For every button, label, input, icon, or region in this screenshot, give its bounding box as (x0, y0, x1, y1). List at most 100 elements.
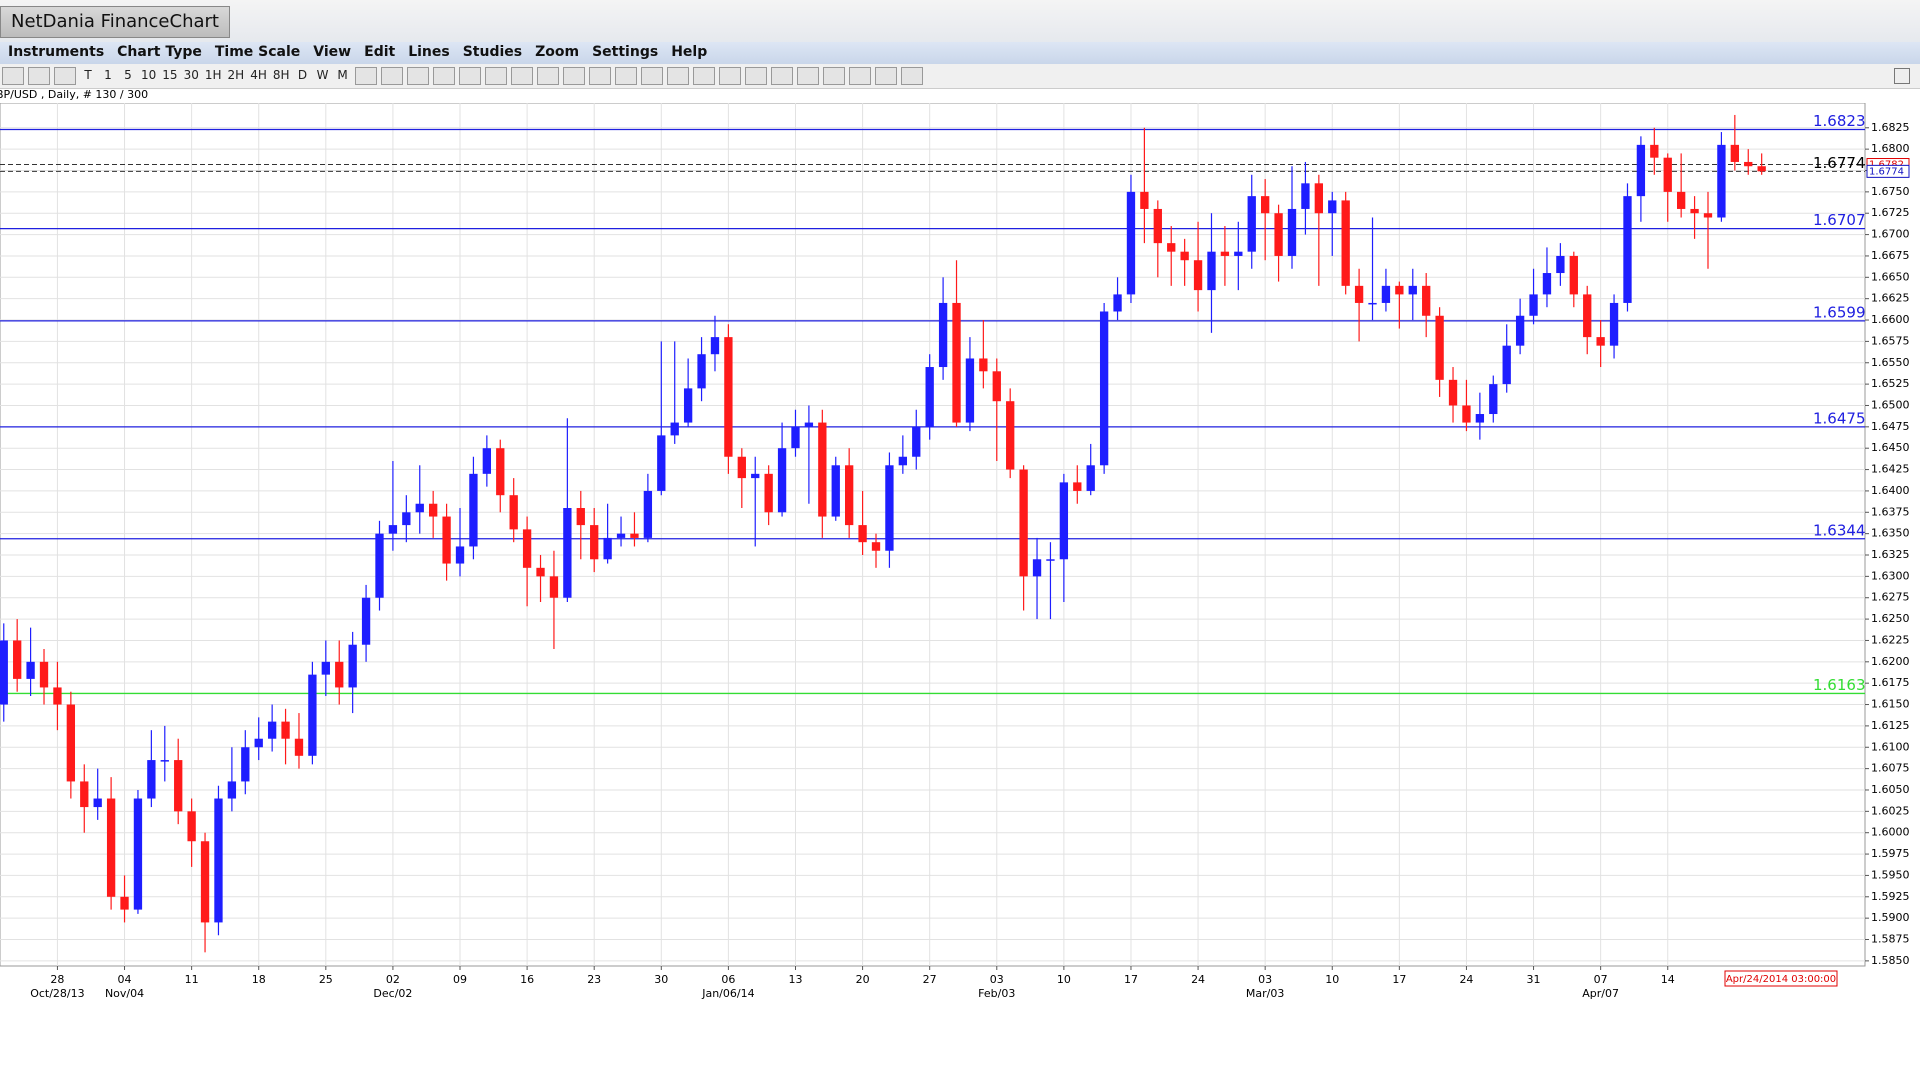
menu-item[interactable]: Time Scale (214, 44, 301, 60)
menu-item[interactable]: Lines (408, 44, 450, 60)
y-tick-label: 1.6375 (1871, 505, 1910, 518)
menu-bar: Instruments Chart Type Time Scale View Edit L… (0, 42, 1920, 64)
y-tick-label: 1.6475 (1871, 420, 1910, 433)
candle-body (1663, 157, 1672, 192)
candle-body (321, 661, 330, 675)
tool-icon[interactable] (484, 66, 507, 85)
tool-icon[interactable] (510, 66, 533, 85)
candle-body (1556, 255, 1565, 274)
candle-body (522, 529, 532, 568)
candle-body (1690, 208, 1699, 214)
candle-body (200, 841, 210, 923)
candle-body (764, 473, 773, 513)
tool-icon[interactable] (28, 66, 50, 85)
toolbar-button[interactable]: 15 (162, 68, 178, 82)
x-tick-label: 27 (923, 973, 937, 986)
tool-icon[interactable] (848, 66, 871, 85)
support-label: 1.6599 (1813, 303, 1866, 321)
tool-icon[interactable] (562, 66, 585, 85)
tool-icon[interactable] (900, 66, 923, 85)
menu-item[interactable]: View (313, 44, 352, 60)
candle-body (657, 435, 666, 491)
tool-icon[interactable] (614, 66, 637, 85)
candle-body (1207, 251, 1216, 291)
menu-item[interactable]: Edit (364, 44, 396, 60)
candle-body (442, 516, 451, 564)
toolbar-button[interactable]: 10 (141, 68, 157, 82)
candle-body (992, 371, 1001, 402)
toolbar-button[interactable]: 30 (183, 68, 199, 82)
candle-body (576, 508, 585, 526)
tool-icon[interactable] (588, 66, 611, 85)
candle-body (106, 798, 116, 897)
candle-body (1462, 405, 1471, 423)
cursor-date: Apr/24/2014 03:00:00 (1726, 974, 1836, 985)
candle-body (1435, 315, 1444, 380)
x-tick-label: 11 (185, 973, 199, 986)
tool-icon[interactable] (458, 66, 481, 85)
tool-icon[interactable] (536, 66, 559, 85)
tool-icon[interactable] (2, 66, 24, 85)
candle-body (1126, 191, 1136, 295)
toolbar-button[interactable]: 4H (250, 68, 267, 82)
candle-body (509, 495, 518, 530)
candle-body (1529, 294, 1538, 316)
candle-body (335, 661, 344, 688)
tool-icon[interactable] (406, 66, 429, 85)
tool-icon[interactable] (796, 66, 819, 85)
toolbar-button[interactable]: 1 (104, 68, 112, 82)
candle-body (965, 358, 975, 423)
toolbar-button[interactable]: 1H (204, 68, 222, 82)
x-tick-label: 10 (1325, 973, 1339, 986)
menu-item[interactable]: Studies (462, 44, 523, 60)
candle-body (375, 533, 384, 598)
menu-item[interactable]: Help (671, 44, 708, 60)
corner-button[interactable] (1894, 68, 1910, 84)
toolbar-button[interactable]: 5 (124, 68, 132, 82)
tool-icon[interactable] (640, 66, 663, 85)
candle-body (818, 422, 827, 517)
candle-body (590, 525, 599, 560)
tool-icon[interactable] (718, 66, 741, 85)
toolbar: T 1 5 10 15 30 1H 2H 4H 8H D W M (0, 64, 1920, 89)
tool-icon[interactable] (432, 66, 455, 85)
tool-icon[interactable] (54, 66, 76, 85)
tool-icon[interactable] (744, 66, 767, 85)
candle-body (1019, 469, 1028, 577)
toolbar-button[interactable]: W (316, 68, 329, 82)
y-tick-label: 1.6325 (1871, 548, 1910, 561)
tool-icon[interactable] (692, 66, 715, 85)
tool-icon[interactable] (822, 66, 845, 85)
tool-icon[interactable] (874, 66, 897, 85)
tool-icon[interactable] (770, 66, 793, 85)
candle-body (1287, 208, 1297, 256)
y-tick-label: 1.6575 (1871, 334, 1910, 347)
toolbar-button[interactable]: D (297, 68, 308, 82)
toolbar-button[interactable]: 2H (227, 68, 245, 82)
candle-body (1032, 559, 1042, 577)
menu-item[interactable]: Chart Type (117, 44, 202, 60)
candle-body (670, 422, 679, 436)
candle-body (630, 533, 639, 538)
toolbar-button[interactable]: 8H (272, 68, 290, 82)
candle-body (643, 490, 653, 538)
candle-body (912, 426, 921, 457)
x-tick-label: 30 (654, 973, 668, 986)
candle-body (482, 448, 492, 474)
tool-icon[interactable] (380, 66, 403, 85)
tool-icon[interactable] (354, 66, 377, 85)
candle-body (174, 760, 183, 812)
y-tick-label: 1.6650 (1871, 270, 1910, 283)
menu-item[interactable]: Settings (592, 44, 659, 60)
menu-item[interactable]: Zoom (535, 44, 580, 60)
tool-icon[interactable] (666, 66, 689, 85)
y-tick-label: 1.6750 (1871, 185, 1910, 198)
menu-item[interactable]: Instruments (8, 44, 105, 60)
toolbar-button[interactable]: T (84, 68, 92, 82)
candle-body (93, 798, 102, 808)
candle-body (66, 704, 76, 782)
y-tick-label: 1.6800 (1871, 142, 1910, 155)
candle-body (1583, 294, 1592, 338)
toolbar-button[interactable]: M (337, 68, 348, 82)
y-tick-label: 1.6125 (1871, 719, 1910, 732)
